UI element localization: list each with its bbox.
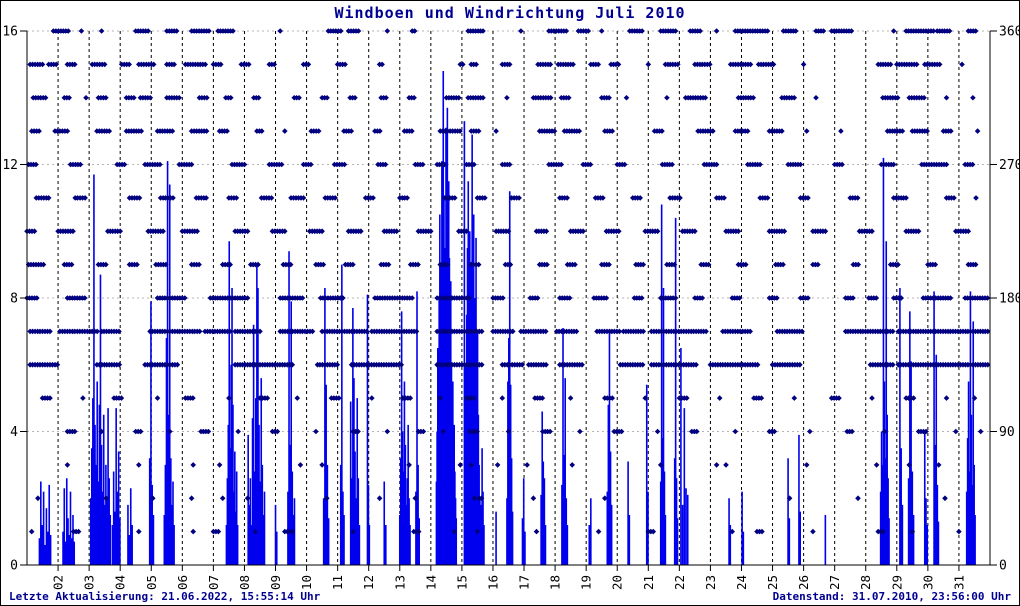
y-left-tick-label: 4 [10,425,18,440]
y-left-tick-label: 8 [10,292,18,307]
x-day-label: 05 [144,575,159,590]
x-day-label: 21 [641,575,656,590]
x-day-label: 19 [579,575,594,590]
y-right-tick-label: 270 [999,158,1019,173]
x-day-label: 10 [299,575,314,590]
x-day-label: 07 [206,575,221,590]
y-right-ticks: 0 90 180 270 360 [990,25,1019,574]
y-left-tick-label: 12 [2,158,18,173]
x-day-label: 28 [858,575,873,590]
x-day-label: 06 [175,575,190,590]
x-day-label: 30 [920,575,935,590]
chart-title: Windboen und Windrichtung Juli 2010 [334,4,686,22]
x-day-label: 23 [703,575,718,590]
y-right-tick-label: 360 [999,25,1019,40]
x-day-label: 31 [951,575,966,590]
x-day-label: 18 [548,575,563,590]
gust-bars [38,71,976,565]
x-day-label: 14 [423,575,438,590]
x-day-label: 11 [330,575,345,590]
y-right-tick-label: 180 [999,292,1019,307]
x-day-label: 24 [734,575,749,590]
y-right-tick-label: 0 [999,559,1007,574]
x-day-label: 16 [485,575,500,590]
x-ticks: 02 03 04 05 06 07 08 09 10 11 12 13 14 15 16 17 18 19 20 21… [51,565,966,590]
x-day-label: 22 [672,575,687,590]
y-left-ticks: 0 4 8 12 16 [2,25,27,574]
x-day-label: 09 [268,575,283,590]
x-day-label: 17 [517,575,532,590]
x-day-label: 02 [51,575,66,590]
y-right-tick-label: 90 [999,425,1015,440]
x-day-label: 04 [113,575,128,590]
x-day-label: 25 [765,575,780,590]
direction-points [24,28,991,535]
x-day-label: 08 [237,575,252,590]
y-left-tick-label: 16 [2,25,18,40]
data-state-timestamp: Datenstand: 31.07.2010, 23:56:00 Uhr [772,590,1011,603]
y-left-tick-label: 0 [10,559,18,574]
x-day-label: 27 [827,575,842,590]
x-day-label: 20 [610,575,625,590]
x-day-label: 03 [82,575,97,590]
x-day-label: 29 [889,575,904,590]
x-day-label: 13 [392,575,407,590]
x-day-label: 15 [454,575,469,590]
last-update-timestamp: Letzte Aktualisierung: 21.06.2022, 15:55… [9,590,321,603]
x-day-label: 12 [361,575,376,590]
x-day-label: 26 [796,575,811,590]
